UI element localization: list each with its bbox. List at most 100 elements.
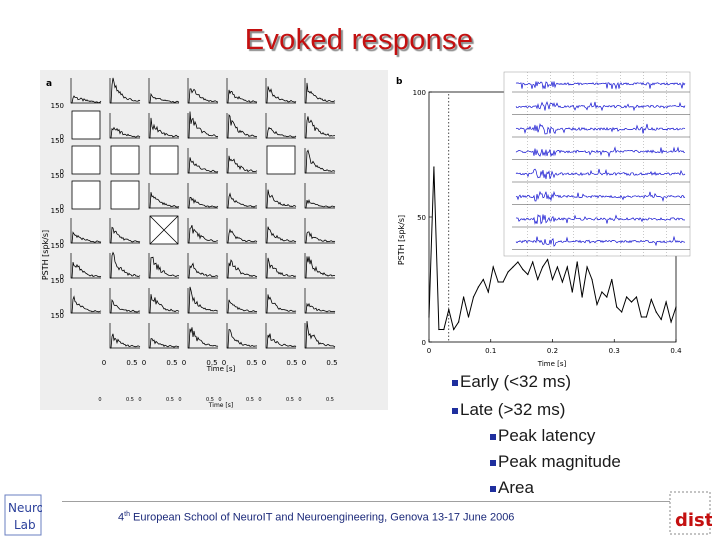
psth-xtick-small: 0 [218, 397, 221, 403]
psth-point [551, 278, 554, 281]
psth-point [502, 281, 504, 283]
psth-cell-trace [305, 302, 336, 314]
psth-point [675, 306, 677, 308]
psth-cell-trace [227, 259, 258, 279]
psth-ytick-top: 150 [51, 172, 64, 180]
psth-cell-axis [148, 183, 179, 209]
psth-cell-axis [304, 148, 335, 174]
psth-point [606, 296, 608, 298]
psth-point [537, 278, 539, 281]
psth-cell-trace [305, 149, 336, 174]
psth-empty-cell [71, 180, 101, 210]
psth-ytick-zero: 0 [60, 273, 64, 281]
psth-xtick: 0 [302, 359, 306, 367]
psth-empty-cell [71, 110, 101, 140]
psth-point [670, 321, 672, 323]
bullet-peak-magnitude: Peak magnitude [490, 452, 621, 472]
psth-cell-trace [149, 338, 180, 349]
psth-point [497, 281, 499, 283]
psth-point [630, 301, 633, 303]
psth-empty-cell [110, 145, 140, 175]
psth-cell-axis [70, 253, 101, 279]
psth-cell-axis [187, 183, 218, 209]
svg-text:Neuro: Neuro [8, 501, 42, 515]
psth-ytick-top: 150 [51, 242, 64, 250]
psth-point [453, 328, 455, 331]
psth-cell-trace [188, 327, 219, 349]
psth-cell-trace [227, 89, 258, 104]
psth-grid-figure: a PSTH [spk/s] Time [s] Time [s] 150 0 150… [40, 70, 388, 410]
psth-ytick-top: 150 [51, 207, 64, 215]
psth-cell-trace [188, 111, 219, 139]
psth-cell-axis [148, 78, 179, 104]
psth-cell-trace [149, 117, 180, 139]
cross-line [149, 215, 179, 245]
psth-cell-trace [149, 294, 180, 314]
psth-cell-trace [305, 198, 336, 209]
psth-point [477, 286, 479, 288]
psth-cell-axis [304, 113, 335, 139]
panel-a-label: a [46, 79, 52, 89]
psth-xtick-small: 0 [298, 397, 301, 403]
spike-trace [515, 214, 686, 225]
psth-ytick-top: 150 [51, 312, 64, 320]
psth-cell-axis [187, 288, 218, 314]
psth-cell-axis [226, 253, 257, 279]
psth-xtick-small: 0 [258, 397, 261, 403]
psth-empty-cell [149, 145, 179, 175]
psth-point [428, 316, 430, 318]
psth-cell-trace [149, 256, 180, 279]
psth-cell-trace [71, 95, 102, 104]
psth-xtick-small: 0.5 [126, 397, 134, 403]
psth-point [472, 296, 475, 298]
psth-point [621, 311, 623, 313]
psth-point [596, 303, 598, 306]
psth-cell-axis [148, 323, 179, 349]
psth-point [561, 281, 563, 283]
psth-point [433, 166, 435, 168]
neurolab-logo: Neuro Lab [4, 494, 42, 536]
psth-xtick-small: 0 [178, 397, 181, 403]
psth-cell-trace [110, 298, 141, 314]
psth-cell-axis [70, 78, 101, 104]
psth-point [527, 273, 529, 276]
psth-cell-trace [305, 116, 336, 139]
bullet-area: Area [490, 478, 534, 498]
psth-cell-axis [304, 183, 335, 209]
psth-cell-trace [305, 256, 336, 279]
psth-xtick: 0.5 [126, 359, 137, 367]
psth-xtick-small: 0.5 [166, 397, 174, 403]
psth-point [522, 268, 524, 271]
spike-trace [515, 190, 686, 203]
psth-cell-axis [109, 78, 140, 104]
psth-xtick-small: 0 [98, 397, 101, 403]
bullet-late: Late (>32 ms) [452, 400, 565, 420]
psth-cell-trace [110, 126, 141, 139]
psth-cell-trace [188, 157, 219, 174]
psth-cell-axis [304, 78, 335, 104]
psth-cell-trace [110, 226, 141, 244]
psth-ytick-top: 150 [51, 102, 64, 110]
psth-line-chart: b PSTH [spk/s] Time [s] 0 0.1 0.2 0.3 0.4 0 50… [396, 71, 691, 368]
psth-ytick-zero: 0 [60, 203, 64, 211]
footer-text: 4th European School of NeuroIT and Neuro… [118, 511, 515, 524]
spike-trace [515, 146, 686, 158]
psth-cell-axis [70, 218, 101, 244]
psth-point [650, 298, 652, 301]
bullet-square-icon [490, 459, 496, 466]
psth-cell-trace [149, 192, 180, 209]
psth-xtick: 0.5 [246, 359, 257, 367]
psth-cell-axis [148, 253, 179, 279]
x-tick-label: 0.1 [485, 347, 496, 355]
psth-point [571, 291, 573, 293]
psth-point [487, 291, 489, 293]
psth-ytick-zero: 0 [60, 168, 64, 176]
psth-xtick: 0 [102, 359, 106, 367]
psth-xtick-small: 0.5 [326, 397, 334, 403]
psth-cell-axis [187, 78, 218, 104]
x-tick-label: 0 [427, 347, 431, 355]
psth-point [448, 308, 450, 311]
psth-cell-trace [266, 226, 297, 244]
psth-point [640, 316, 643, 318]
x-tick-label: 0.3 [609, 347, 620, 355]
